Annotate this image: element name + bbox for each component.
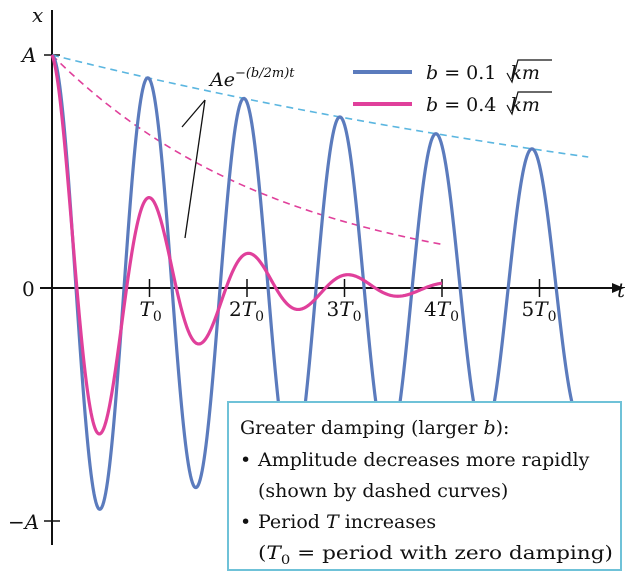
envelope-curve-2 — [51, 54, 443, 246]
x-tick-label-2-sub: 0 — [255, 309, 264, 325]
note-line-4-var: T — [326, 511, 340, 533]
x-tick-label-1: T0 — [140, 297, 162, 325]
x-tick-label-5: 5T0 — [522, 297, 557, 325]
envelope-annotation: Ae−(b/2m)t — [181, 66, 295, 239]
envelopes — [51, 54, 589, 246]
legend-label-series-2: b = 0.4 km — [426, 94, 540, 116]
x-tick-label-4-sub: 0 — [450, 309, 459, 325]
note-line-4-suffix: increases — [339, 511, 436, 533]
x-tick-label-2-coef: 2 — [229, 297, 242, 321]
note-line-4: Period T increases — [258, 511, 436, 533]
envelope-annotation-exponent: −(b/2m)t — [235, 66, 295, 81]
x-tick-label-1-main: T — [140, 297, 155, 321]
note-line-4-prefix: Period — [258, 511, 326, 533]
x-tick-label-3: 3T0 — [327, 297, 362, 325]
y-tick-label-zero: 0 — [22, 277, 35, 301]
x-ticks: T0 2T0 3T0 4T0 5T0 — [140, 279, 557, 325]
y-tick-label-bottom-sign: − — [8, 510, 25, 534]
series-line-1 — [51, 53, 585, 511]
x-tick-label-3-main: T — [339, 297, 354, 321]
legend-sqrt-series-1 — [506, 59, 552, 84]
note-bullet-2: • — [240, 511, 251, 533]
x-tick-label-5-sub: 0 — [548, 309, 557, 325]
legend-series-1-rad: km — [510, 62, 540, 84]
x-tick-label-1-sub: 0 — [153, 309, 162, 325]
note-line-1: Greater damping (larger b): — [240, 417, 509, 439]
y-tick-label-bottom: −A — [8, 510, 39, 534]
note-line-1-var: b — [483, 417, 495, 439]
note-bullet-1: • — [240, 449, 251, 471]
envelope-annotation-pointer-2 — [184, 99, 206, 239]
note-line-1-suffix: ): — [496, 417, 510, 439]
y-axis-label: x — [32, 3, 43, 27]
legend-series-1-eq: = 0.1 — [438, 62, 496, 84]
envelope-annotation-pointer-1 — [181, 99, 206, 128]
series-line-2 — [50, 54, 443, 436]
note-line-5: (T 0 = period with zero damping) — [258, 542, 613, 568]
envelope-annotation-base: Ae — [208, 69, 235, 91]
note-line-1-prefix: Greater damping (larger — [240, 417, 483, 439]
envelope-annotation-text: Ae−(b/2m)t — [208, 66, 295, 91]
note-box-frame — [227, 401, 622, 571]
x-tick-label-5-coef: 5 — [522, 297, 535, 321]
note-line-5-open: ( — [258, 542, 266, 564]
curves — [50, 53, 585, 511]
legend-series-2-rad: km — [510, 94, 540, 116]
x-tick-label-5-main: T — [534, 297, 549, 321]
legend-series-2-lhs: b — [426, 94, 438, 116]
x-axis-label: t — [617, 278, 626, 302]
note-line-5-suffix: = period with zero damping) — [290, 542, 613, 564]
note-box: Greater damping (larger b): • Amplitude … — [227, 401, 622, 571]
x-tick-label-3-coef: 3 — [327, 297, 340, 321]
y-tick-label-top: A — [20, 43, 36, 67]
note-line-5-sub: 0 — [281, 553, 290, 568]
x-tick-label-4: 4T0 — [424, 297, 459, 325]
note-line-2: Amplitude decreases more rapidly — [257, 449, 590, 471]
note-line-5-var: T — [266, 542, 282, 564]
legend-label-series-1: b = 0.1 km — [426, 62, 540, 84]
x-tick-label-2: 2T0 — [229, 297, 264, 325]
legend-series-2-eq: = 0.4 — [438, 94, 496, 116]
note-line-3: (shown by dashed curves) — [258, 480, 508, 502]
x-axis-arrow — [612, 283, 624, 293]
x-tick-label-4-coef: 4 — [424, 297, 437, 321]
legend: b = 0.1 km b = 0.4 km — [353, 59, 552, 116]
legend-series-1-lhs: b — [426, 62, 438, 84]
x-tick-label-3-sub: 0 — [353, 309, 362, 325]
legend-sqrt-series-2 — [506, 91, 552, 116]
x-tick-label-4-main: T — [437, 297, 452, 321]
y-tick-label-bottom-var: A — [23, 510, 39, 534]
x-tick-label-2-main: T — [242, 297, 257, 321]
